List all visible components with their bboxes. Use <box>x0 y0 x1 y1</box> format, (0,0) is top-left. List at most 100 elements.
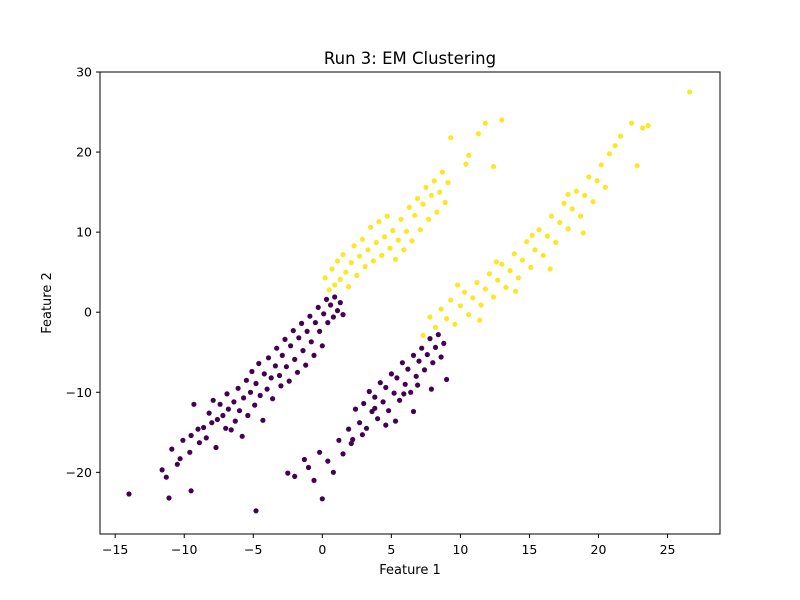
data-point-cluster-1 <box>645 123 651 129</box>
data-point-cluster-1 <box>406 204 412 210</box>
data-point-cluster-1 <box>606 151 613 157</box>
data-point-cluster-0 <box>213 444 219 451</box>
data-point-cluster-0 <box>239 433 245 439</box>
data-point-cluster-1 <box>687 89 693 95</box>
data-point-cluster-0 <box>196 440 202 446</box>
data-point-cluster-1 <box>569 206 575 212</box>
data-point-cluster-1 <box>354 272 360 278</box>
data-point-cluster-0 <box>188 488 194 494</box>
data-point-cluster-0 <box>391 390 397 396</box>
data-point-cluster-0 <box>394 375 400 381</box>
data-point-cluster-0 <box>292 356 298 362</box>
data-point-cluster-1 <box>362 264 368 270</box>
data-point-cluster-0 <box>430 360 436 366</box>
data-point-cluster-0 <box>249 368 255 375</box>
data-point-cluster-1 <box>439 169 445 175</box>
data-point-cluster-0 <box>177 456 183 462</box>
data-point-cluster-1 <box>457 303 463 309</box>
data-point-cluster-0 <box>203 435 209 441</box>
data-point-cluster-0 <box>435 332 441 338</box>
data-point-cluster-0 <box>325 458 331 464</box>
data-point-cluster-0 <box>311 477 317 483</box>
data-point-cluster-1 <box>470 295 476 301</box>
data-point-cluster-0 <box>375 416 381 422</box>
data-point-cluster-1 <box>455 282 461 288</box>
data-point-cluster-0 <box>265 355 272 361</box>
data-point-cluster-0 <box>304 328 310 334</box>
data-point-cluster-1 <box>475 131 481 137</box>
data-point-cluster-0 <box>317 449 323 455</box>
data-point-cluster-1 <box>544 233 551 239</box>
data-point-cluster-0 <box>363 425 370 431</box>
data-point-cluster-0 <box>253 380 259 387</box>
data-point-cluster-0 <box>330 469 336 475</box>
data-point-cluster-1 <box>474 280 480 286</box>
data-point-cluster-0 <box>444 376 450 383</box>
data-point-cluster-1 <box>466 312 472 318</box>
data-point-cluster-1 <box>482 120 488 126</box>
data-point-cluster-1 <box>365 247 371 253</box>
y-tick-label: 0 <box>84 305 92 320</box>
x-ticks: −15 −10 −5 0 5 10 15 20 25 <box>102 534 675 557</box>
data-point-cluster-0 <box>325 320 331 326</box>
data-point-cluster-0 <box>336 437 342 443</box>
data-point-cluster-1 <box>376 219 382 225</box>
data-point-cluster-1 <box>326 287 332 293</box>
data-point-cluster-0 <box>187 449 193 455</box>
data-point-cluster-0 <box>283 364 289 370</box>
data-point-cluster-1 <box>495 277 501 283</box>
x-tick-label: 0 <box>318 542 326 557</box>
data-point-cluster-0 <box>419 345 425 351</box>
data-point-cluster-1 <box>490 294 497 300</box>
data-point-cluster-1 <box>359 236 365 242</box>
data-point-cluster-1 <box>348 260 354 266</box>
data-point-cluster-0 <box>392 418 399 424</box>
data-point-cluster-0 <box>432 344 439 350</box>
data-point-cluster-0 <box>252 402 258 408</box>
y-tick-label: 20 <box>76 145 92 160</box>
data-point-cluster-0 <box>301 456 307 463</box>
data-point-cluster-1 <box>511 251 517 257</box>
data-point-cluster-1 <box>423 184 429 190</box>
data-point-cluster-1 <box>427 314 433 320</box>
data-point-cluster-0 <box>223 425 229 431</box>
data-point-cluster-1 <box>482 286 488 292</box>
data-point-cluster-0 <box>299 320 305 326</box>
data-point-cluster-1 <box>529 232 535 238</box>
data-point-cluster-0 <box>256 360 262 367</box>
data-point-cluster-1 <box>463 161 469 167</box>
data-point-cluster-0 <box>225 406 231 412</box>
data-point-cluster-0 <box>441 340 447 346</box>
data-point-cluster-0 <box>180 437 186 443</box>
data-point-cluster-1 <box>598 162 604 168</box>
data-point-cluster-0 <box>352 406 359 412</box>
data-point-cluster-0 <box>305 464 312 471</box>
data-point-cluster-1 <box>515 275 522 281</box>
data-point-cluster-1 <box>322 275 328 281</box>
data-point-cluster-0 <box>276 372 283 379</box>
data-point-cluster-0 <box>410 352 417 358</box>
data-point-cluster-1 <box>334 258 341 264</box>
data-point-cluster-0 <box>399 360 405 366</box>
data-point-cluster-1 <box>357 253 363 259</box>
data-point-cluster-1 <box>432 324 439 330</box>
data-point-cluster-1 <box>387 245 393 251</box>
data-point-cluster-1 <box>507 268 513 274</box>
data-point-cluster-0 <box>357 420 363 426</box>
data-point-cluster-0 <box>350 436 356 443</box>
points-layer <box>126 89 693 514</box>
data-point-cluster-0 <box>245 412 251 419</box>
data-point-cluster-0 <box>188 432 194 439</box>
data-point-cluster-1 <box>444 316 450 322</box>
data-point-cluster-1 <box>490 163 497 170</box>
data-point-cluster-0 <box>337 300 343 306</box>
data-point-cluster-0 <box>415 382 421 388</box>
data-point-cluster-1 <box>412 212 418 218</box>
data-point-cluster-0 <box>169 446 175 452</box>
data-point-cluster-1 <box>329 266 335 272</box>
data-point-cluster-1 <box>392 256 399 262</box>
data-point-cluster-1 <box>573 188 580 194</box>
data-point-cluster-1 <box>582 192 588 198</box>
data-point-cluster-1 <box>547 266 553 272</box>
